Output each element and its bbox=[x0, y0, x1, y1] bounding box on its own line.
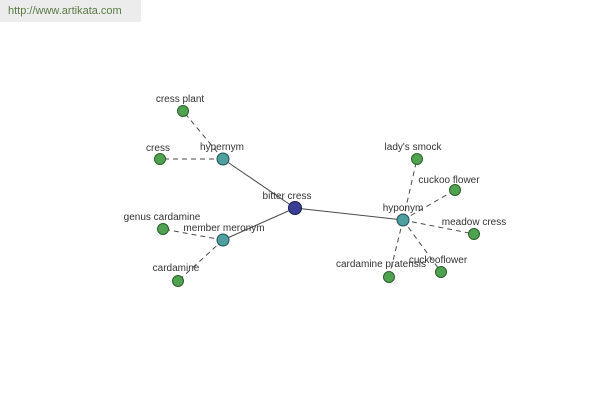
graph-edge-bitter-cress-member-meronym bbox=[222, 207, 296, 241]
graph-edge-hyponym-cuckooflower bbox=[402, 219, 442, 273]
url-bar[interactable]: http://www.artikata.com bbox=[0, 0, 141, 22]
graph-node-label-hyponym: hyponym bbox=[383, 203, 424, 214]
graph-node-member-meronym[interactable] bbox=[216, 233, 230, 247]
url-text: http://www.artikata.com bbox=[8, 5, 122, 17]
graph-node-bitter-cress[interactable] bbox=[288, 201, 302, 215]
graph-node-meadow-cress[interactable] bbox=[468, 228, 480, 240]
graph-node-label-cardamine-pratensis: cardamine pratensis bbox=[336, 259, 426, 270]
graph-node-hypernym[interactable] bbox=[216, 152, 230, 166]
graph-node-label-genus-cardamine: genus cardamine bbox=[124, 212, 201, 223]
graph-edge-bitter-cress-hyponym bbox=[294, 207, 404, 221]
graph-node-cress[interactable] bbox=[154, 153, 166, 165]
graph-node-cardamine[interactable] bbox=[172, 275, 184, 287]
graph-node-genus-cardamine[interactable] bbox=[157, 223, 169, 235]
graph-node-label-cardamine: cardamine bbox=[153, 263, 200, 274]
graph-node-label-meadow-cress: meadow cress bbox=[442, 217, 506, 228]
graph-edge-hyponym-cardamine-pratensis bbox=[388, 219, 404, 278]
graph-node-label-cress-plant: cress plant bbox=[156, 94, 205, 105]
graph-edge-hyponym-meadow-cress bbox=[402, 219, 475, 235]
graph-edge-member-meronym-genus-cardamine bbox=[162, 228, 224, 241]
graph-node-ladys-smock[interactable] bbox=[411, 153, 423, 165]
graph-node-label-ladys-smock: lady's smock bbox=[385, 142, 443, 153]
graph-edge-hyponym-ladys-smock bbox=[402, 158, 418, 221]
graph-node-label-hypernym: hypernym bbox=[200, 142, 244, 153]
graph-node-cress-plant[interactable] bbox=[177, 105, 189, 117]
graph-edge-bitter-cress-hypernym bbox=[222, 158, 296, 209]
graph-node-label-member-meronym: member meronym bbox=[183, 223, 264, 234]
graph-node-label-cress: cress bbox=[146, 143, 170, 154]
graph-node-label-bitter-cress: bitter cress bbox=[263, 191, 312, 202]
graph-edge-hyponym-cuckoo-flower bbox=[402, 189, 456, 221]
graph-edge-member-meronym-cardamine bbox=[177, 239, 224, 282]
graph-node-cuckooflower[interactable] bbox=[435, 266, 447, 278]
graph-node-cuckoo-flower[interactable] bbox=[449, 184, 461, 196]
graph-node-hyponym[interactable] bbox=[396, 213, 410, 227]
graph-node-cardamine-pratensis[interactable] bbox=[383, 271, 395, 283]
graph-node-label-cuckooflower: cuckooflower bbox=[409, 255, 468, 266]
graph-node-label-cuckoo-flower: cuckoo flower bbox=[418, 175, 480, 186]
graph-edge-hypernym-cress-plant bbox=[182, 110, 224, 160]
